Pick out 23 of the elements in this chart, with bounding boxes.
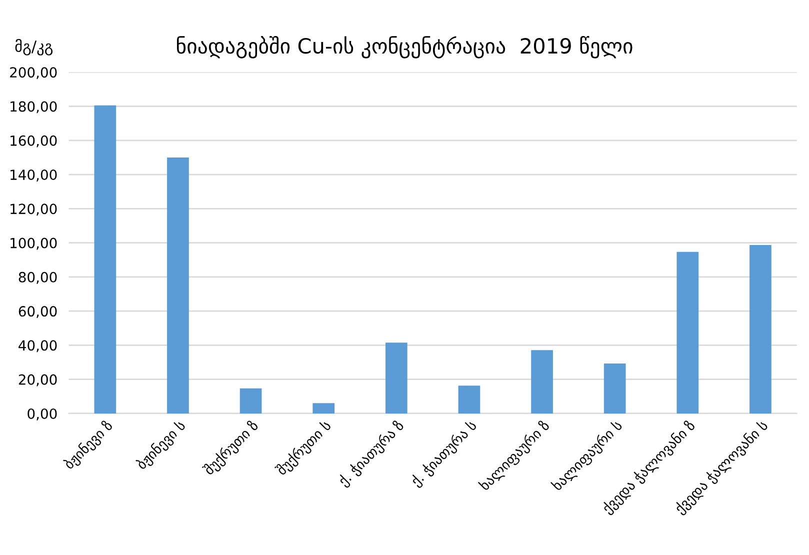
y-tick-label: 0,00 [28,408,57,420]
bar [604,363,626,414]
bar [94,105,116,414]
bar [750,245,772,414]
bar [167,157,189,414]
y-tick-label: 120,00 [10,204,57,216]
bar [531,350,553,414]
bar [240,388,262,414]
bar [676,252,699,414]
y-tick-label: 180,00 [10,101,57,114]
bar [312,403,335,414]
y-tick-label: 100,00 [10,238,57,250]
bar [458,386,480,414]
y-tick-label: 140,00 [10,170,57,182]
y-tick-label: 160,00 [10,135,57,148]
y-tick-label: 200,00 [10,67,57,80]
chart-title: ნიადაგებში Cu-ის კონცენტრაცია 2019 წელი [177,36,632,58]
y-tick-label: 40,00 [18,340,57,352]
y-tick-label: 80,00 [18,272,57,284]
y-axis-title: მგ/კგ [15,38,53,56]
bar [385,342,408,414]
y-tick-label: 20,00 [18,374,57,386]
y-tick-label: 60,00 [18,306,57,318]
